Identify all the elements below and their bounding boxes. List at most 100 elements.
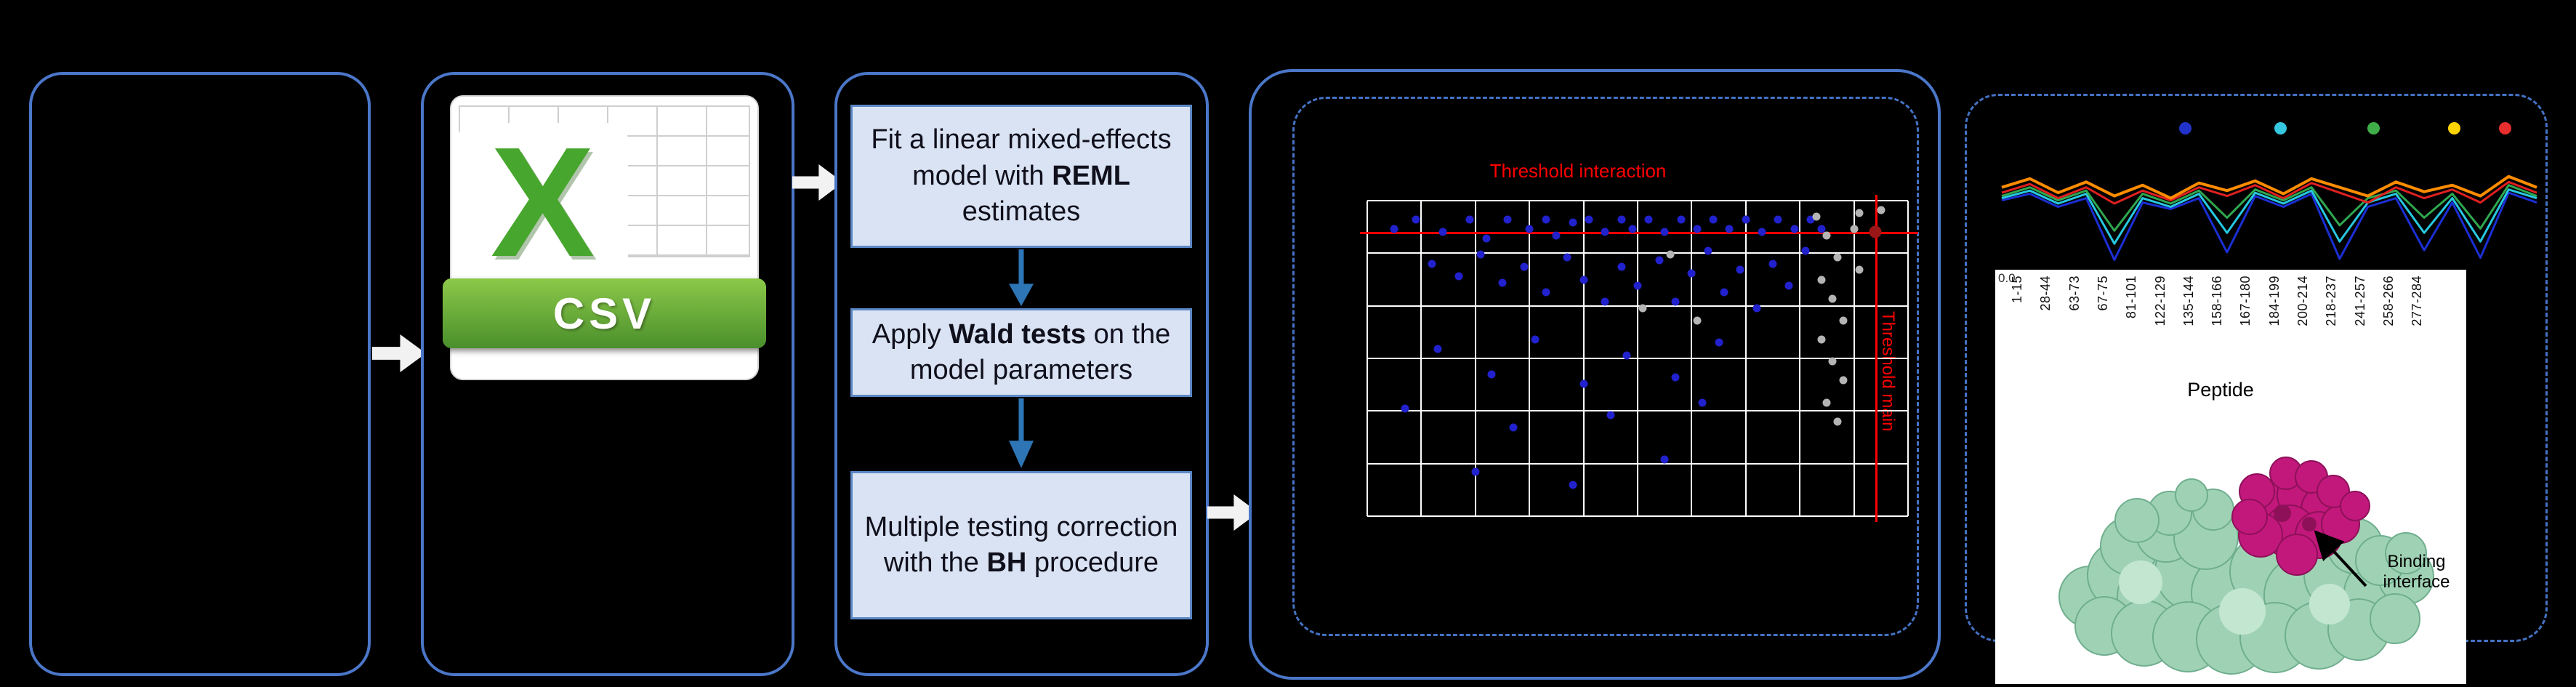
peptide-tick-label: 158-166 <box>2210 276 2225 326</box>
scatter-point-blue <box>1520 262 1529 271</box>
threshold-line-horizontal <box>1360 232 1918 235</box>
scatter-point-blue <box>1720 288 1728 297</box>
scatter-point-gray <box>1828 294 1837 303</box>
csv-panel: X CSV <box>421 72 794 676</box>
legend-dot <box>2274 122 2287 134</box>
scatter-point-gray <box>1817 276 1826 284</box>
scatter-point-gray <box>1833 417 1842 426</box>
scatter-point-blue <box>1725 225 1734 233</box>
down-arrow-icon <box>1009 398 1034 468</box>
scatter-point-blue <box>1633 281 1642 290</box>
scatter-point-blue <box>1503 215 1512 224</box>
scatter-point-blue <box>1390 225 1398 233</box>
peptide-tick-label: 184-199 <box>2266 276 2282 326</box>
scatter-point-blue <box>1655 256 1664 265</box>
input-panel <box>29 72 371 676</box>
stats-steps-panel: Fit a linear mixed-effects model with RE… <box>834 72 1209 676</box>
profile-line <box>2001 188 2537 245</box>
binding-interface-shadow <box>2274 505 2317 531</box>
scatter-point-blue <box>1563 253 1571 262</box>
scatter-point-blue <box>1542 288 1550 297</box>
scatter-point-blue <box>1622 351 1631 360</box>
scatter-point-gray <box>1822 398 1831 407</box>
peptide-tick-label: 28-44 <box>2038 276 2053 311</box>
step-box-wald: Apply Wald tests on the model parameters <box>850 308 1192 397</box>
peptide-axis-label: Peptide <box>2187 379 2254 401</box>
scatter-point-gray <box>1855 265 1864 274</box>
profile-line <box>2001 174 2537 200</box>
peptide-tick-label: 135-144 <box>2181 276 2196 326</box>
scatter-point-blue <box>1628 225 1637 233</box>
scatter-point-blue <box>1801 246 1810 255</box>
scatter-point-gray <box>1833 253 1842 262</box>
scatter-point-gray <box>1822 231 1831 240</box>
peptide-tick-label: 258-266 <box>2380 276 2396 326</box>
scatter-point-blue <box>1693 225 1702 233</box>
scatter-point-blue <box>1687 269 1696 278</box>
step-box-reml: Fit a linear mixed-effects model with RE… <box>850 105 1192 248</box>
down-arrow-icon <box>1009 249 1034 307</box>
scatter-point-blue <box>1660 455 1669 464</box>
scatter-point-blue <box>1617 262 1626 271</box>
excel-x-glyph: X <box>490 114 595 289</box>
csv-banner: CSV <box>443 278 766 348</box>
volcano-panel: Threshold interaction Threshold main <box>1249 69 1941 680</box>
peptide-tick-label: 277-284 <box>2410 276 2425 326</box>
threshold-interaction-label: Threshold interaction <box>1489 160 1667 182</box>
scatter-point-gray <box>1839 316 1848 325</box>
gridline-horizontal <box>1367 515 1908 517</box>
gridline-horizontal <box>1367 200 1908 201</box>
scatter-point-blue <box>1752 304 1761 313</box>
peptide-tick-label: 167-180 <box>2238 276 2253 326</box>
scatter-point-blue <box>1579 276 1588 284</box>
legend-dot <box>2367 122 2380 134</box>
peptide-tick-label: 67-75 <box>2095 276 2110 311</box>
scatter-point-blue <box>1736 265 1744 274</box>
peptide-tick-label: 81-101 <box>2124 276 2139 319</box>
scatter-point-gray <box>1828 357 1837 366</box>
scatter-point-gray <box>1877 206 1885 214</box>
scatter-point-blue <box>1806 215 1815 224</box>
scatter-point-gray <box>1638 304 1647 313</box>
scatter-point-blue <box>1758 228 1766 236</box>
scatter-point-blue <box>1644 215 1653 224</box>
scatter-point-gray <box>1855 209 1864 217</box>
scatter-plot <box>1360 195 1918 522</box>
protein-surface <box>2058 478 2434 675</box>
peptide-tick-label: 241-257 <box>2352 276 2367 326</box>
legend-dot <box>2448 122 2460 134</box>
scatter-point-blue <box>1704 246 1712 255</box>
scatter-point-blue <box>1438 228 1447 236</box>
scatter-point-blue <box>1531 335 1539 344</box>
gridline-horizontal <box>1367 252 1908 254</box>
scatter-point-gray <box>1693 316 1702 325</box>
scatter-point-blue <box>1509 423 1518 432</box>
scatter-point-blue <box>1671 373 1680 382</box>
protein-surface-highlight <box>2119 561 2350 635</box>
scatter-point-blue <box>1660 228 1669 236</box>
scatter-point-blue <box>1498 278 1507 287</box>
excel-x-logo: X <box>457 114 628 289</box>
scatter-point-blue <box>1487 370 1496 379</box>
legend-dot <box>2179 122 2191 134</box>
scatter-point-blue <box>1715 338 1723 347</box>
peptide-tick-label: 63-73 <box>2066 276 2082 311</box>
scatter-point-blue <box>1428 260 1436 268</box>
scatter-point-blue <box>1601 228 1609 236</box>
scatter-point-gray <box>1839 376 1848 385</box>
scatter-point-blue <box>1677 215 1686 224</box>
scatter-point-gray <box>1817 335 1826 344</box>
threshold-line-vertical <box>1875 195 1878 522</box>
peptide-tick-label: 122-129 <box>2152 276 2168 326</box>
profile-line <box>2001 184 2537 232</box>
binding-interface-label: Binding interface <box>2383 552 2450 592</box>
step-text: Multiple testing correction with the BH … <box>864 511 1178 578</box>
binding-arrow-icon <box>2314 530 2367 587</box>
scatter-point-blue <box>1525 225 1534 233</box>
scatter-point-blue <box>1784 281 1793 290</box>
scatter-point-gray <box>1812 212 1821 221</box>
scatter-point-blue <box>1476 250 1485 259</box>
peptide-axis: 1-15 28-44 63-73 67-75 81-101 122-129 135-144 1… <box>1995 270 2466 375</box>
scatter-point-blue <box>1412 215 1420 224</box>
